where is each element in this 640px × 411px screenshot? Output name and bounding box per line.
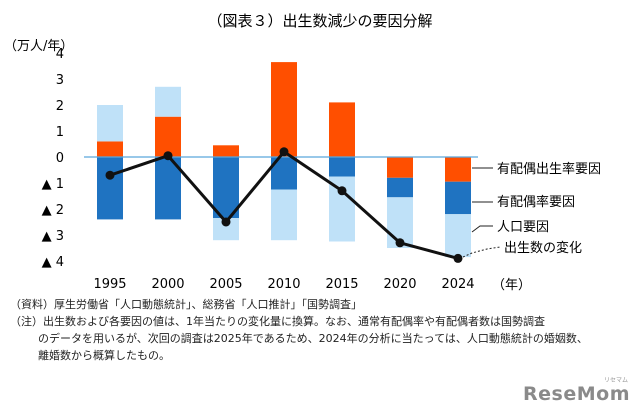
resemom-logo: ReseMom リセマム bbox=[523, 377, 630, 405]
x-axis-ticks: 1995 2000 2005 2010 2015 2020 2024 bbox=[93, 277, 474, 292]
x-tick-label: 2024 bbox=[441, 277, 474, 292]
bar-segment-birthrate bbox=[329, 102, 355, 157]
logo-subtext: リセマム bbox=[603, 377, 628, 384]
line-point bbox=[279, 147, 289, 157]
y-tick-label: 1 bbox=[56, 125, 64, 140]
x-tick-label: 2000 bbox=[151, 277, 184, 292]
bar-segment-marriage bbox=[329, 157, 355, 177]
y-tick-label: 4 bbox=[56, 47, 64, 62]
bar-layer bbox=[97, 62, 471, 258]
bar-segment-population bbox=[445, 214, 471, 258]
bar-segment-birthrate bbox=[155, 116, 181, 157]
y-tick-label: 2 bbox=[56, 99, 64, 114]
x-tick-label: 2010 bbox=[267, 277, 300, 292]
y-tick-label: ▲ 2 bbox=[42, 203, 64, 218]
bar-segment-birthrate bbox=[445, 157, 471, 182]
bar-segment-marriage bbox=[445, 181, 471, 215]
legend-label-population: 人口要因 bbox=[497, 220, 549, 235]
legend-label-birthrate: 有配偶出生率要因 bbox=[497, 161, 601, 177]
line-point bbox=[105, 170, 115, 180]
bar-segment-population bbox=[155, 86, 181, 117]
bar-segment-population bbox=[213, 218, 239, 241]
y-tick-label: 0 bbox=[56, 151, 64, 166]
bar-segment-marriage bbox=[97, 157, 123, 220]
logo-text: ReseMom bbox=[523, 383, 630, 405]
note-remark-cont-1: のデータを用いるが、次回の調査は2025年であるため、2024年の分析に当たって… bbox=[38, 332, 588, 345]
bar-segment-marriage bbox=[213, 157, 239, 219]
line-point bbox=[163, 151, 173, 161]
line-layer bbox=[105, 147, 463, 263]
y-tick-label: ▲ 1 bbox=[42, 177, 64, 192]
note-source: （資料）厚生労働省「人口動態統計」、総務省「人口推計」「国勢調査」 bbox=[10, 298, 362, 311]
y-tick-label: ▲ 4 bbox=[42, 255, 64, 270]
bar-segment-birthrate bbox=[97, 141, 123, 157]
legend-annotations: 有配偶出生率要因 有配偶率要因 人口要因 出生数の変化 bbox=[462, 161, 601, 258]
x-unit-label: （年） bbox=[492, 278, 531, 293]
notes-block: （資料）厚生労働省「人口動態統計」、総務省「人口推計」「国勢調査」 （注）出生数… bbox=[10, 296, 630, 364]
bar-segment-birthrate bbox=[271, 62, 297, 157]
bar-segment-marriage bbox=[387, 177, 413, 198]
x-tick-label: 2005 bbox=[209, 277, 242, 292]
line-point bbox=[453, 253, 463, 263]
x-tick-label: 1995 bbox=[93, 277, 126, 292]
chart-title: （図表３）出生数減少の要因分解 bbox=[207, 12, 432, 30]
y-tick-label: ▲ 3 bbox=[42, 229, 64, 244]
bar-segment-birthrate bbox=[387, 157, 413, 178]
legend-label-births: 出生数の変化 bbox=[504, 240, 582, 256]
legend-label-marriage: 有配偶率要因 bbox=[497, 194, 575, 210]
legend-leader-births bbox=[462, 246, 501, 258]
y-axis-ticks: 4 3 2 1 0 ▲ 1 ▲ 2 ▲ 3 ▲ 4 bbox=[42, 47, 64, 270]
y-unit-label: （万人/年） bbox=[4, 39, 73, 54]
legend-leader-population bbox=[471, 225, 493, 233]
note-remark: （注）出生数および各要因の値は、1年当たりの変化量に換算。なお、通常有配偶率や有… bbox=[10, 315, 545, 328]
bar-segment-birthrate bbox=[213, 145, 239, 157]
bar-segment-population bbox=[271, 189, 297, 241]
y-tick-label: 3 bbox=[56, 73, 64, 88]
line-point bbox=[337, 186, 347, 196]
line-point bbox=[221, 217, 231, 227]
bar-segment-population bbox=[97, 105, 123, 142]
chart: （図表３）出生数減少の要因分解 （万人/年） 4 3 2 1 0 ▲ 1 ▲ 2 ▲ 3 ▲ 4… bbox=[4, 12, 601, 293]
line-point bbox=[395, 238, 405, 248]
x-tick-label: 2020 bbox=[383, 277, 416, 292]
x-tick-label: 2015 bbox=[325, 277, 358, 292]
note-remark-cont-2: 離婚数から概算したもの。 bbox=[38, 349, 170, 362]
